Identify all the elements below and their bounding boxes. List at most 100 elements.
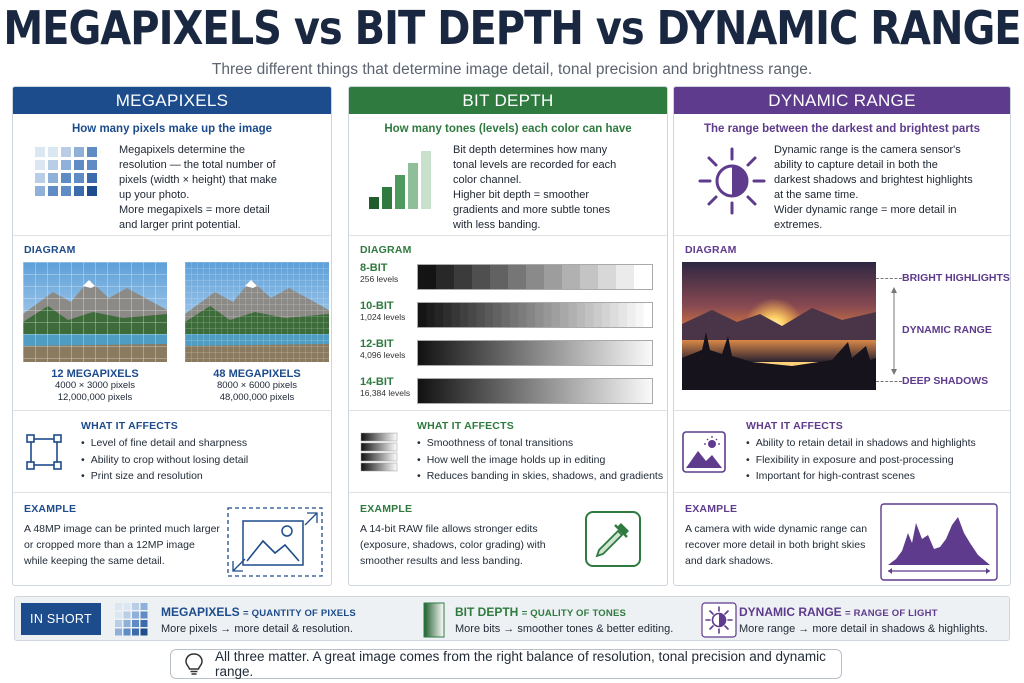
bit-depth-affects-label: WHAT IT AFFECTS — [417, 420, 514, 432]
bit-depth-panel: BIT DEPTH How many tones (levels) each c… — [348, 86, 668, 586]
pixel-cell — [74, 173, 84, 183]
dynamic-range-description-text: Dynamic range is the camera sensor's abi… — [774, 144, 973, 201]
pixel-cell — [132, 628, 139, 636]
pixel-cell — [61, 147, 71, 157]
megapixels-example-section: EXAMPLE A 48MP image can be printed much… — [13, 492, 331, 585]
pixel-cell — [48, 147, 58, 157]
pixel-cell — [140, 620, 148, 627]
megapixels-panel: MEGAPIXELS How many pixels make up the i… — [12, 86, 332, 586]
list-item: Level of fine detail and sharpness — [81, 435, 248, 452]
pixel-cell — [132, 611, 139, 619]
caption-12mp-total: 12,000,000 pixels — [57, 392, 133, 403]
pixel-cell — [132, 603, 139, 610]
megapixels-diagram-label: DIAGRAM — [24, 244, 76, 256]
gradient-label: 12-BIT 4,096 levels — [360, 338, 405, 360]
in-short-bit-depth-name: BIT DEPTH — [455, 605, 519, 619]
pixel-cell — [123, 620, 131, 627]
dynamic-range-description: Dynamic range is the camera sensor's abi… — [774, 143, 974, 233]
in-short-bit-depth-line: More bits → smoother tones & better edit… — [455, 623, 674, 635]
bit-depth-diagram-label: DIAGRAM — [360, 244, 412, 256]
pixel-cell — [61, 160, 71, 170]
list-item: How well the image holds up in editing — [417, 452, 663, 469]
bit-depth-example-label: EXAMPLE — [360, 503, 413, 515]
bit-depth-example-section: EXAMPLE A 14-bit RAW file allows stronge… — [349, 492, 667, 585]
in-short-megapixels: MEGAPIXELS = QUANTITY OF PIXELS More pix… — [161, 605, 356, 635]
crop-frame-icon — [26, 434, 62, 470]
gradient-levels: 4,096 levels — [360, 350, 406, 360]
eyedropper-icon — [585, 511, 641, 567]
pixel-cell — [35, 147, 45, 157]
megapixels-diagram-section: DIAGRAM — [13, 235, 331, 410]
megapixels-tagline: How many pixels make up the image — [71, 123, 273, 135]
in-short-megapixels-meaning: = QUANTITY OF PIXELS — [243, 608, 356, 619]
bit-depth-tagline: How many tones (levels) each color can h… — [384, 123, 632, 135]
gradient-bits: 10-BIT — [360, 300, 394, 312]
gradient-bits: 14-BIT — [360, 376, 394, 388]
bit-depth-description: Bit depth determines how many tonal leve… — [453, 143, 629, 233]
in-short-bar: IN SHORT MEGAPIXELS = QUANTITY OF PIXELS… — [14, 596, 1010, 641]
caption-12mp: 12 MEGAPIXELS 4000 × 3000 pixels 12,000,… — [23, 368, 167, 404]
gradient-bar — [417, 340, 653, 366]
pixel-grid-icon — [115, 603, 148, 636]
pixel-cell — [132, 620, 139, 627]
dynamic-range-panel: DYNAMIC RANGE The range between the dark… — [673, 86, 1011, 586]
gradient-levels: 16,384 levels — [360, 388, 411, 398]
pixel-cell — [123, 628, 131, 636]
footer-note: All three matter. A great image comes fr… — [170, 649, 842, 679]
gradient-label: 10-BIT 1,024 levels — [360, 300, 405, 322]
gradient-bits: 8-BIT — [360, 262, 388, 274]
dynamic-range-description-summary: Wider dynamic range = more detail in ext… — [774, 204, 957, 231]
list-item: Ability to crop without losing detail — [81, 452, 249, 469]
pixel-cell — [123, 611, 131, 619]
pixel-cell — [140, 611, 148, 619]
bit-depth-affects-list: Smoothness of tonal transitions How well… — [417, 435, 663, 485]
caption-48mp: 48 MEGAPIXELS 8000 × 6000 pixels 48,000,… — [185, 368, 329, 404]
page-title: MEGAPIXELS vs BIT DEPTH vs DYNAMIC RANGE — [3, 2, 1021, 56]
list-item: Print size and resolution — [81, 468, 248, 485]
dynamic-range-affects-section: WHAT IT AFFECTS Ability to retain detail… — [674, 410, 1010, 492]
pixel-cell — [35, 160, 45, 170]
caption-12mp-dims: 4000 × 3000 pixels — [54, 380, 136, 391]
pixel-cell — [74, 147, 84, 157]
landscape-12mp-image — [23, 262, 167, 362]
in-short-dynamic-range-line: More range → more detail in shadows & hi… — [739, 623, 988, 635]
pixel-cell — [87, 147, 97, 157]
pixel-cell — [74, 160, 84, 170]
pixel-cell — [115, 628, 122, 636]
sunset-lake-image — [682, 262, 876, 390]
list-item: Smoothness of tonal transitions — [417, 435, 663, 452]
gradient-label: 14-BIT 16,384 levels — [360, 376, 410, 398]
in-short-label: IN SHORT — [21, 603, 101, 635]
pixel-cell — [140, 628, 148, 636]
dynamic-range-affects-list: Ability to retain detail in shadows and … — [746, 435, 976, 485]
dynamic-range-diagram-label: DIAGRAM — [685, 244, 737, 256]
caption-48mp-title: 48 MEGAPIXELS — [213, 368, 301, 380]
pixel-cell — [48, 173, 58, 183]
caption-48mp-dims: 8000 × 6000 pixels — [216, 380, 298, 391]
bar-steps-icon — [369, 151, 431, 209]
dynamic-range-marker-label: DYNAMIC RANGE — [902, 324, 992, 336]
range-arrow-icon — [891, 287, 897, 375]
pixel-cell — [48, 186, 58, 196]
gradient-label: 8-BIT 256 levels — [360, 262, 398, 284]
landscape-sun-icon — [682, 431, 726, 473]
caption-12mp-title: 12 MEGAPIXELS — [51, 368, 139, 380]
pixel-cell — [61, 173, 71, 183]
page-subtitle: Three different things that determine im… — [211, 61, 813, 78]
pixel-cell — [115, 620, 122, 627]
in-short-megapixels-line: More pixels → more detail & resolution. — [161, 623, 353, 635]
landscape-48mp-image — [185, 262, 329, 362]
dynamic-range-example-label: EXAMPLE — [685, 503, 738, 515]
bit-depth-diagram-section: DIAGRAM 8-BIT 256 levels 10-BIT 1,024 level… — [349, 235, 667, 410]
in-short-dynamic-range: DYNAMIC RANGE = RANGE OF LIGHT More rang… — [739, 605, 988, 635]
pixel-cell — [48, 160, 58, 170]
pixel-cell — [87, 160, 97, 170]
bit-depth-example-text: A 14-bit RAW file allows stronger edits … — [360, 523, 546, 567]
megapixels-example-text: A 48MP image can be printed much larger … — [24, 523, 220, 567]
footer-text: All three matter. A great image comes fr… — [215, 649, 826, 679]
dynamic-range-example-section: EXAMPLE A camera with wide dynamic range… — [674, 492, 1010, 585]
pixel-cell — [74, 186, 84, 196]
gradient-bits: 12-BIT — [360, 338, 394, 350]
bit-depth-description-text: Bit depth determines how many tonal leve… — [453, 144, 617, 186]
dynamic-range-example-text: A camera with wide dynamic range can rec… — [685, 523, 868, 567]
